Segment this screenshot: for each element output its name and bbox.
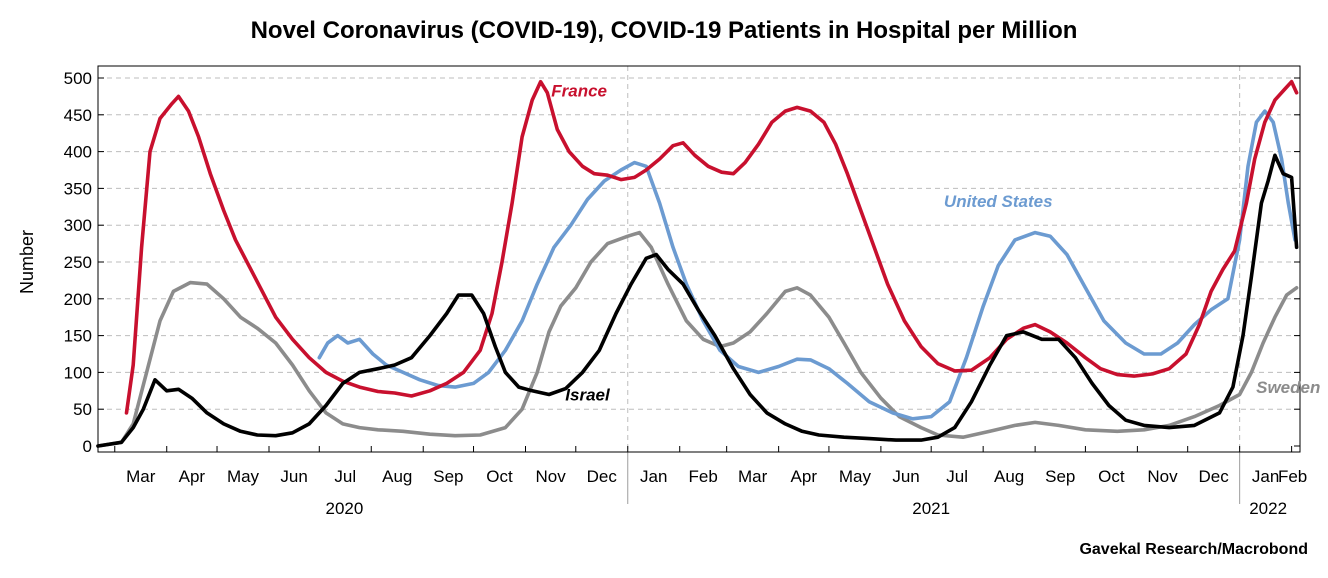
series-label-france: France: [551, 81, 607, 100]
series-line-israel: [96, 153, 1299, 448]
grid-lines: [98, 77, 1300, 410]
x-tick-label-23: Feb: [1278, 467, 1307, 486]
x-tick-label-0: Mar: [126, 467, 156, 486]
series-labels: Sweden United States France Israel: [551, 81, 1320, 404]
plot-frame: [97, 65, 1301, 453]
y-tick-label-250: 250: [64, 253, 92, 272]
series-lines: [96, 79, 1299, 448]
y-axis-ticks: 0 50 100 150 200 250 300 350 400 450 500: [64, 69, 1300, 456]
y-tick-label-200: 200: [64, 290, 92, 309]
x-tick-label-1: Apr: [179, 467, 206, 486]
x-tick-label-10: Jan: [640, 467, 667, 486]
y-tick-label-400: 400: [64, 143, 92, 162]
series-line-france: [124, 79, 1299, 415]
year-label-2022: 2022: [1249, 499, 1287, 518]
x-tick-label-5: Aug: [382, 467, 412, 486]
chart-title: Novel Coronavirus (COVID-19), COVID-19 P…: [251, 17, 1078, 44]
x-tick-label-7: Oct: [486, 467, 513, 486]
series-label-sweden: Sweden: [1256, 378, 1320, 397]
series-line-sweden: [96, 230, 1299, 448]
x-tick-label-11: Feb: [689, 467, 718, 486]
x-tick-label-18: Sep: [1045, 467, 1075, 486]
x-tick-label-4: Jul: [334, 467, 356, 486]
x-tick-label-21: Dec: [1199, 467, 1230, 486]
y-tick-label-0: 0: [83, 437, 92, 456]
y-tick-label-350: 350: [64, 179, 92, 198]
x-tick-label-14: May: [839, 467, 872, 486]
x-tick-label-13: Apr: [791, 467, 818, 486]
x-tick-label-2: May: [227, 467, 260, 486]
x-tick-label-12: Mar: [738, 467, 768, 486]
x-tick-label-20: Nov: [1147, 467, 1178, 486]
x-axis-year-labels: 2020 2021 2022: [326, 499, 1288, 518]
x-tick-label-3: Jun: [280, 467, 307, 486]
x-axis-ticks: Mar Apr May Jun Jul Aug Sep Oct Nov Dec Jan Feb Mar A…: [114, 446, 1307, 486]
y-tick-label-500: 500: [64, 69, 92, 88]
y-tick-label-100: 100: [64, 363, 92, 382]
year-label-2020: 2020: [326, 499, 364, 518]
x-tick-label-22: Jan: [1252, 467, 1279, 486]
y-axis-label: Number: [17, 230, 37, 294]
y-tick-label-300: 300: [64, 216, 92, 235]
y-tick-label-450: 450: [64, 106, 92, 125]
source-credit: Gavekal Research/Macrobond: [1079, 541, 1308, 558]
y-tick-label-150: 150: [64, 327, 92, 346]
series-label-united-states: United States: [944, 192, 1053, 211]
x-tick-label-16: Jul: [946, 467, 968, 486]
year-dividers: [627, 66, 1241, 504]
x-tick-label-17: Aug: [994, 467, 1024, 486]
series-label-israel: Israel: [565, 385, 611, 404]
x-tick-label-8: Nov: [536, 467, 567, 486]
year-label-2021: 2021: [912, 499, 950, 518]
x-tick-label-15: Jun: [892, 467, 919, 486]
series-line-united-states: [317, 109, 1297, 421]
x-tick-label-19: Oct: [1098, 467, 1125, 486]
x-tick-label-6: Sep: [433, 467, 463, 486]
y-tick-label-50: 50: [73, 400, 92, 419]
x-tick-label-9: Dec: [587, 467, 618, 486]
